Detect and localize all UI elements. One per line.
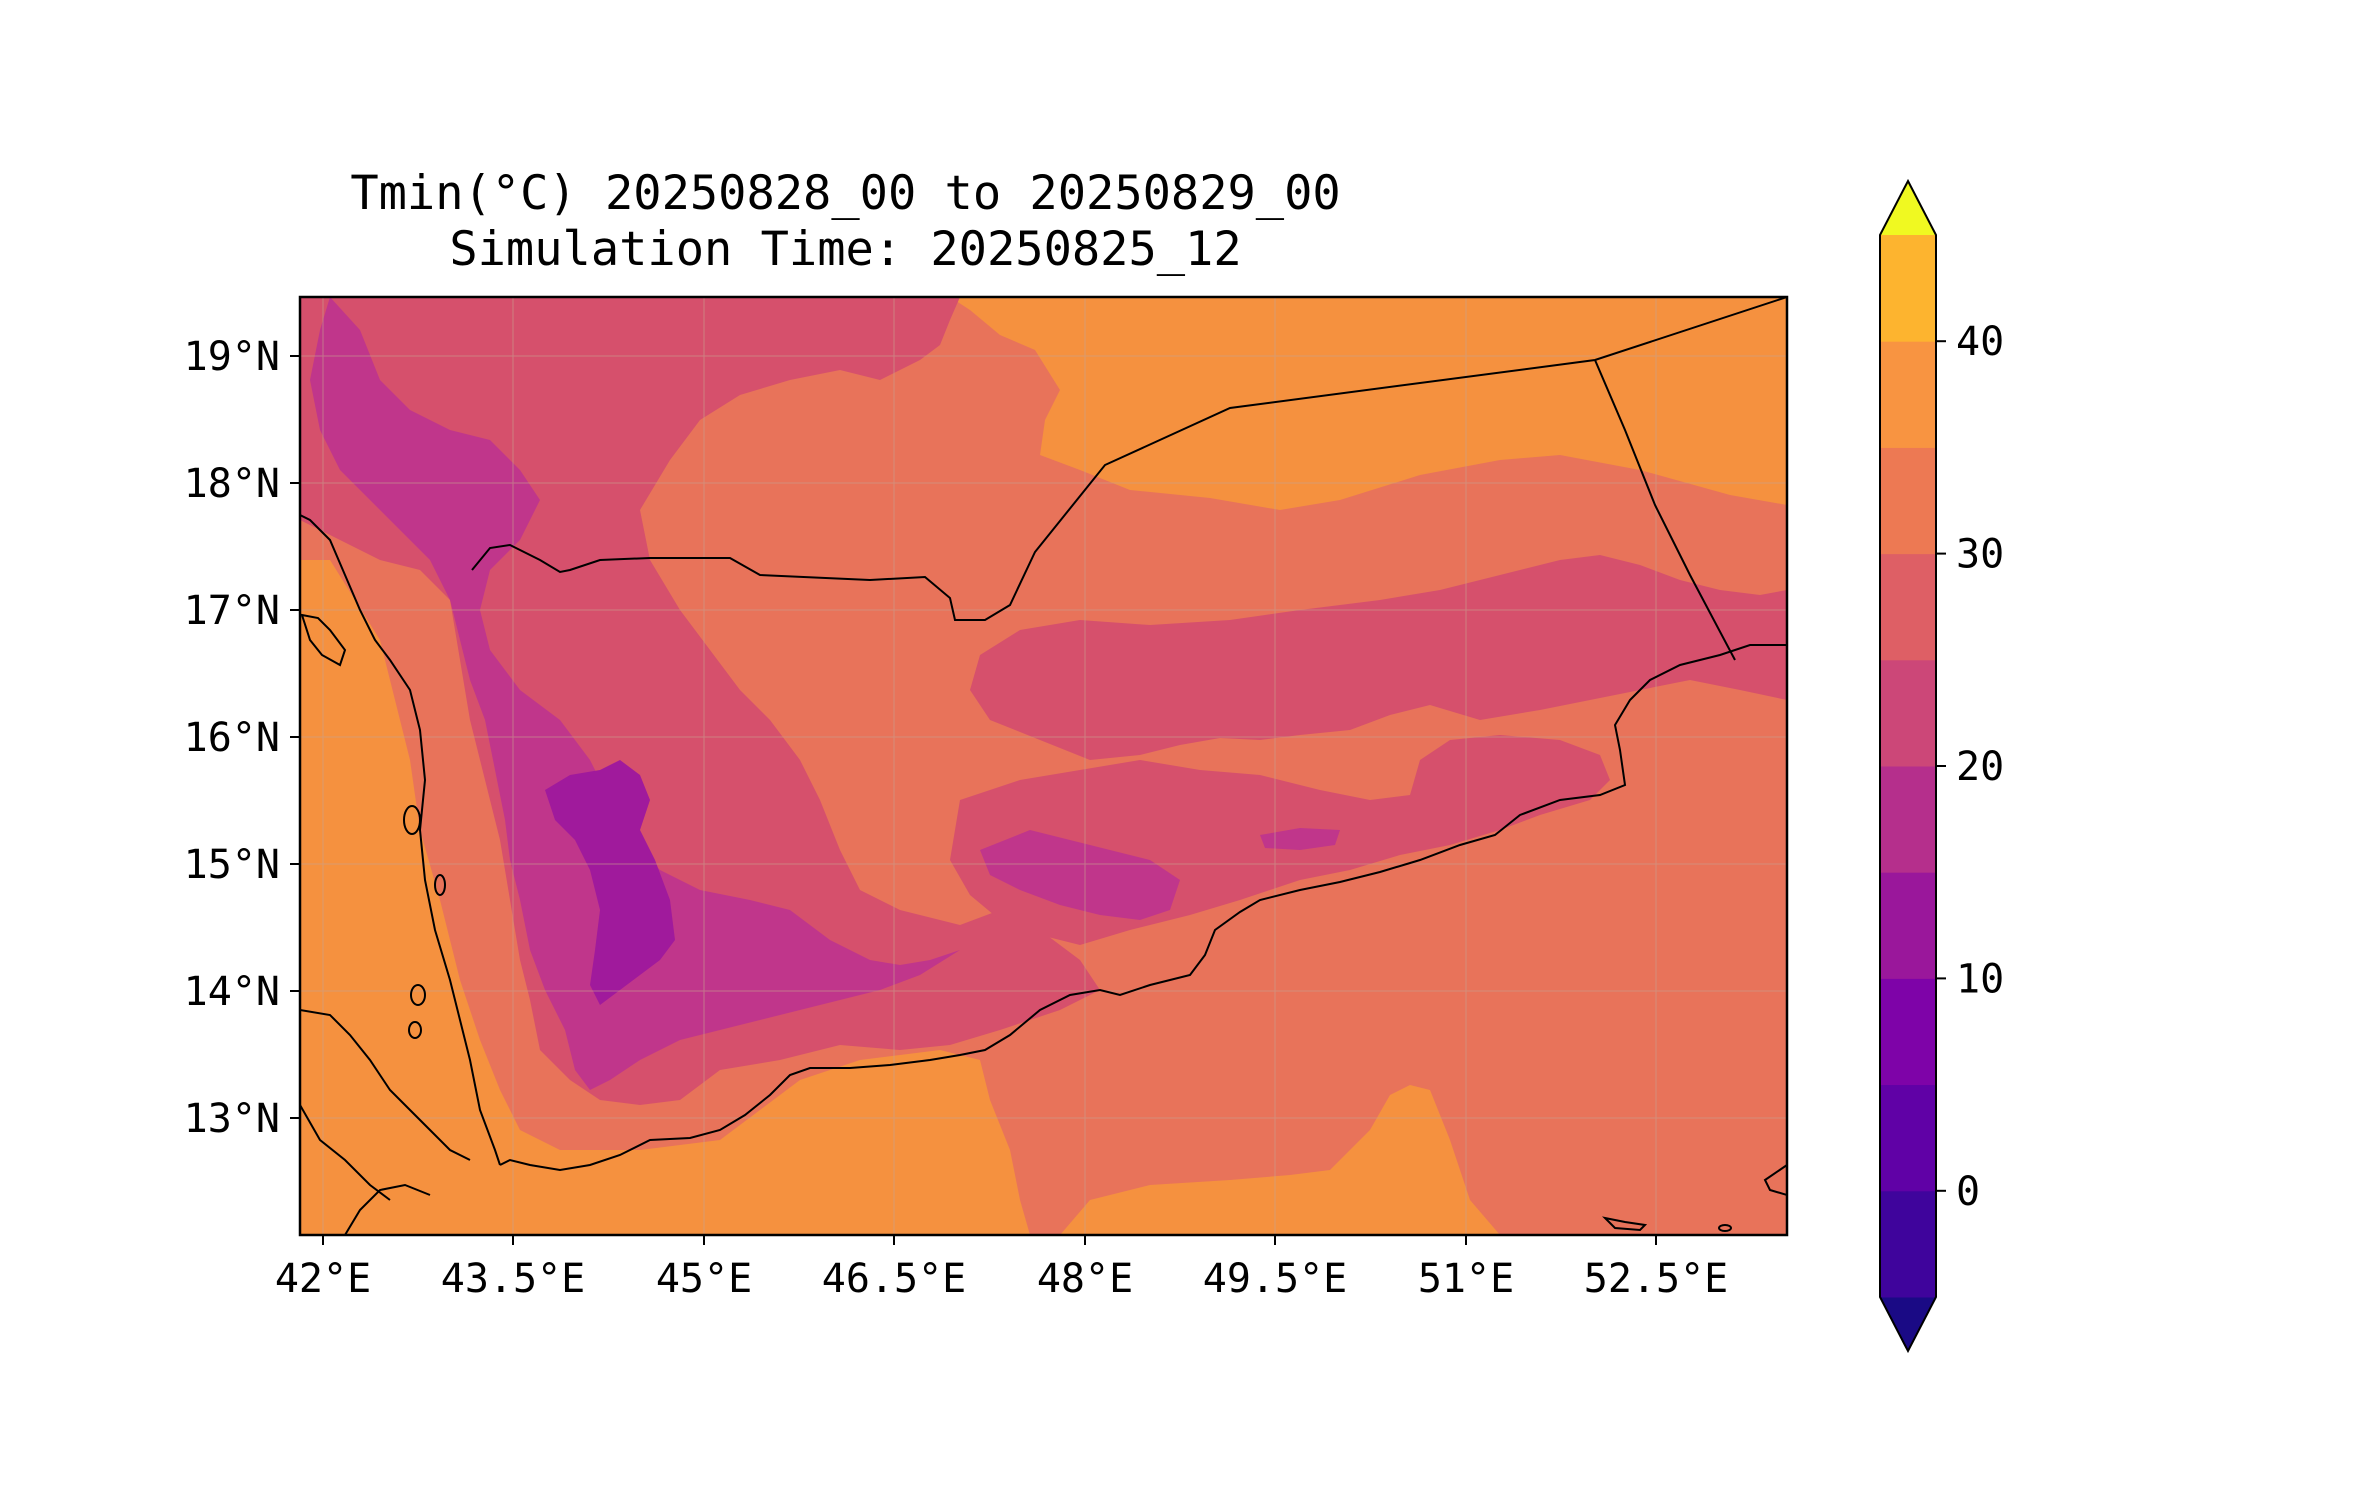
coastline-west	[300, 514, 501, 1166]
colorbar-segment	[1880, 872, 1936, 979]
lat-tick-label: 15°N	[184, 842, 280, 888]
field-10-15	[545, 760, 675, 1005]
colorbar-segment	[1880, 1190, 1936, 1298]
field-20-25-east	[970, 555, 1787, 760]
field-15-20-east	[980, 830, 1180, 920]
lat-tick-label: 16°N	[184, 715, 280, 761]
colorbar-segment	[1880, 553, 1936, 661]
colorbar-segment	[1880, 1084, 1936, 1192]
map-subtitle: Simulation Time: 20250825_12	[449, 222, 1242, 277]
lon-tick-label: 48°E	[1037, 1256, 1133, 1302]
lat-tick-label: 13°N	[184, 1096, 280, 1142]
coastline-africa-south	[300, 1104, 391, 1201]
colorbar-tick-label: 40	[1956, 319, 2004, 365]
colorbar-segment	[1880, 235, 1936, 342]
colorbar-tick-label: 0	[1956, 1169, 1980, 1215]
lon-tick-label: 45°E	[656, 1256, 752, 1302]
temperature-field	[300, 297, 1787, 1235]
colorbar-segment	[1880, 341, 1936, 448]
lon-tick-label: 49.5°E	[1203, 1256, 1348, 1302]
field-30-35-northeast	[950, 297, 1787, 510]
lat-tick-label: 18°N	[184, 461, 280, 507]
field-15-20	[310, 297, 960, 1090]
colorbar-tick-label: 20	[1956, 744, 2004, 790]
colorbar-tick-label: 10	[1956, 956, 2004, 1002]
field-15-20-spot	[1260, 828, 1340, 850]
map-title: Tmin(°C) 20250828_00 to 20250829_00	[350, 166, 1341, 221]
colorbar-tick-label: 30	[1956, 532, 2004, 578]
coastline-horn	[344, 1183, 431, 1235]
islands	[300, 613, 1787, 1232]
field-30-35-south	[1060, 1085, 1500, 1235]
coastline-south	[499, 644, 1787, 1172]
lat-tick-label: 17°N	[184, 588, 280, 634]
tick-marks	[290, 355, 1657, 1245]
lon-tick-label: 43.5°E	[441, 1256, 586, 1302]
lon-tick-labels: 42°E 43.5°E 45°E 46.5°E 48°E 49.5°E 51°E…	[275, 1256, 1728, 1302]
oman-border	[1594, 359, 1736, 661]
colorbar-segment	[1880, 659, 1936, 767]
colorbar-segment	[1880, 766, 1936, 873]
lon-tick-label: 42°E	[275, 1256, 371, 1302]
coastline-africa	[300, 1009, 471, 1161]
map-frame	[298, 295, 1789, 1237]
gridlines	[300, 297, 1787, 1235]
lat-tick-label: 19°N	[184, 334, 280, 380]
lat-tick-label: 14°N	[184, 969, 280, 1015]
lon-tick-label: 52.5°E	[1584, 1256, 1729, 1302]
colorbar-extend-upper	[1880, 181, 1936, 235]
saudi-border	[471, 297, 1787, 621]
lat-tick-labels: 19°N 18°N 17°N 16°N 15°N 14°N 13°N	[184, 334, 280, 1142]
colorbar: 0 10 20 30 40	[1879, 178, 2004, 1354]
borders	[300, 297, 1787, 1235]
colorbar-extend-lower	[1880, 1297, 1936, 1351]
colorbar-segment	[1880, 447, 1936, 555]
lon-tick-label: 46.5°E	[822, 1256, 967, 1302]
field-30-35-westcoast	[300, 560, 1030, 1235]
lon-tick-label: 51°E	[1418, 1256, 1514, 1302]
colorbar-outline	[1879, 178, 1937, 1354]
colorbar-segment	[1880, 978, 1936, 1086]
